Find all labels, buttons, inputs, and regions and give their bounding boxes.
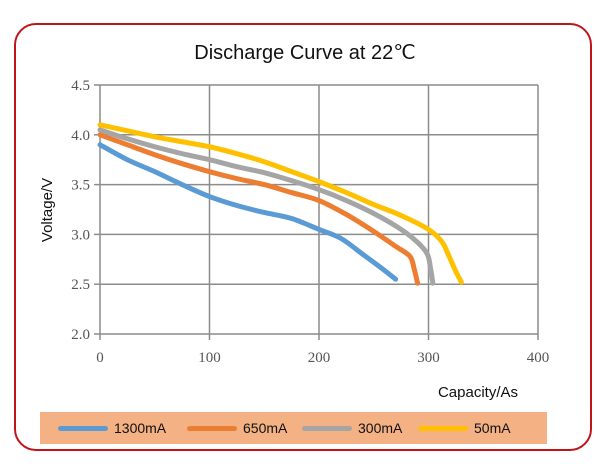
legend-label: 1300mA bbox=[114, 420, 167, 436]
legend-item-300ma: 300mA bbox=[302, 412, 402, 444]
tick-labels: 2.0 2.5 3.0 3.5 4.0 4.5 0 100 200 300 400 bbox=[71, 78, 549, 366]
series-line-50ma bbox=[97, 122, 464, 285]
x-axis-label: Capacity/As bbox=[438, 384, 518, 401]
legend-swatch bbox=[187, 425, 237, 431]
legend-swatch bbox=[302, 425, 352, 431]
legend-swatch bbox=[418, 425, 468, 431]
y-tick-label: 3.5 bbox=[71, 178, 90, 194]
chart-frame bbox=[14, 23, 592, 451]
series-line-1300ma bbox=[97, 142, 399, 282]
legend-item-1300ma: 1300mA bbox=[58, 412, 166, 444]
legend-item-50ma: 50mA bbox=[418, 412, 511, 444]
legend-swatch bbox=[58, 425, 108, 431]
y-tick-label: 2.5 bbox=[71, 277, 90, 293]
y-tick-label: 2.0 bbox=[71, 327, 90, 343]
legend: 1300mA 650mA 300mA 50mA bbox=[40, 412, 547, 444]
x-tick-label: 300 bbox=[417, 350, 440, 366]
legend-item-650ma: 650mA bbox=[187, 412, 287, 444]
legend-label: 50mA bbox=[474, 420, 511, 436]
x-tick-label: 100 bbox=[198, 350, 221, 366]
series-line-300ma bbox=[97, 127, 436, 286]
x-tick-label: 400 bbox=[527, 350, 550, 366]
y-tick-label: 4.0 bbox=[71, 128, 90, 144]
grid-layer bbox=[94, 84, 539, 340]
x-tick-label: 200 bbox=[308, 350, 331, 366]
legend-label: 300mA bbox=[358, 420, 403, 436]
series-layer bbox=[97, 122, 464, 286]
series-line-650ma bbox=[97, 132, 421, 286]
y-tick-label: 4.5 bbox=[71, 78, 90, 94]
legend-label: 650mA bbox=[243, 420, 288, 436]
y-tick-label: 3.0 bbox=[71, 227, 90, 243]
x-tick-label: 0 bbox=[96, 350, 104, 366]
chart-title: Discharge Curve at 22℃ bbox=[194, 42, 416, 64]
y-axis-label: Voltage/V bbox=[39, 178, 56, 242]
